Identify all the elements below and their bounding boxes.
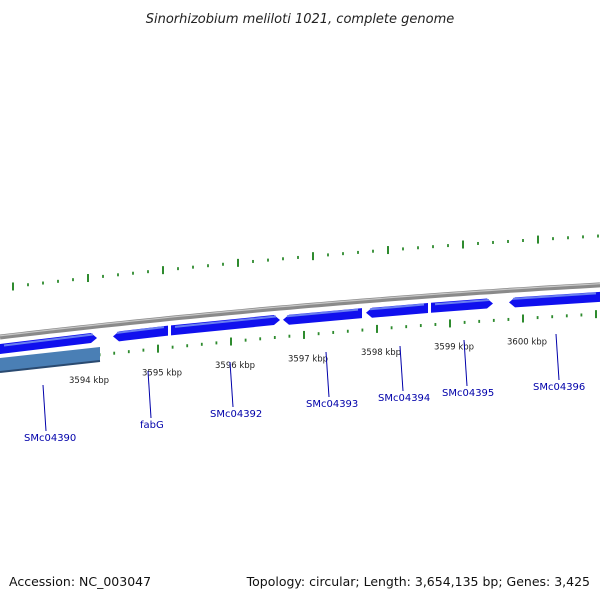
gene-selection-shadow bbox=[0, 360, 101, 373]
gene-highlight bbox=[286, 308, 359, 318]
gene-leader-line bbox=[42, 384, 47, 432]
genome-summary-text: Topology: circular; Length: 3,654,135 bp… bbox=[246, 574, 590, 589]
gene-leader-line bbox=[147, 370, 152, 419]
kbp-label: 3598 kbp bbox=[361, 348, 401, 358]
gene-SMc04392[interactable] bbox=[171, 315, 280, 336]
gene-arrow[interactable] bbox=[283, 308, 362, 325]
gene-label-SMc04392[interactable]: SMc04392 bbox=[210, 409, 262, 420]
gene-SMc04396[interactable] bbox=[509, 291, 600, 308]
gene-SMc04395[interactable] bbox=[431, 298, 493, 313]
gene-label-SMc04394[interactable]: SMc04394 bbox=[378, 393, 430, 404]
gene-SMc04394[interactable] bbox=[366, 303, 428, 318]
gene-highlight bbox=[3, 333, 94, 347]
gene-highlight bbox=[434, 298, 490, 306]
gene-labels: SMc04390 fabG SMc04392 SMc04393 SMc04394 SMc0… bbox=[24, 333, 585, 444]
gene-fabG[interactable] bbox=[113, 325, 168, 342]
gene-leader-line bbox=[325, 351, 330, 398]
gene-label-SMc04390[interactable]: SMc04390 bbox=[24, 433, 76, 444]
kbp-label: 3595 kbp bbox=[142, 368, 182, 378]
gene-highlight bbox=[512, 292, 597, 300]
gene-arrow[interactable] bbox=[0, 333, 97, 354]
gene-leader-line bbox=[229, 361, 234, 408]
gene-highlight bbox=[116, 326, 165, 334]
gene-selection-band bbox=[0, 347, 100, 372]
gene-label-fabG[interactable]: fabG bbox=[140, 420, 164, 431]
gene-arrow[interactable] bbox=[113, 325, 168, 342]
kbp-labels: 3594 kbp 3595 kbp 3596 kbp 3597 kbp 3598 kbp… bbox=[69, 338, 547, 387]
map-title: Sinorhizobium meliloti 1021, complete ge… bbox=[146, 12, 455, 27]
outer-tick-ring bbox=[12, 234, 599, 291]
gene-leader-line bbox=[399, 345, 404, 392]
gene-arrow[interactable] bbox=[366, 303, 428, 318]
gene-highlight bbox=[369, 303, 425, 311]
backbone-line bbox=[0, 282, 600, 340]
kbp-label: 3596 kbp bbox=[215, 361, 255, 371]
gene-label-SMc04395[interactable]: SMc04395 bbox=[442, 388, 494, 399]
backbone-highlight bbox=[0, 283, 600, 337]
kbp-label: 3597 kbp bbox=[288, 354, 328, 364]
accession-text: Accession: NC_003047 bbox=[9, 574, 151, 589]
kbp-label: 3594 kbp bbox=[69, 376, 109, 386]
kbp-label: 3600 kbp bbox=[507, 338, 547, 348]
gene-SMc04393[interactable] bbox=[283, 308, 362, 325]
genome-backbone bbox=[0, 282, 600, 340]
gene-leader-line bbox=[463, 339, 468, 387]
kbp-label: 3599 kbp bbox=[434, 343, 474, 353]
gene-arrow[interactable] bbox=[431, 298, 493, 313]
gene-highlight bbox=[174, 315, 277, 328]
gene-label-SMc04396[interactable]: SMc04396 bbox=[533, 382, 585, 393]
gene-label-SMc04393[interactable]: SMc04393 bbox=[306, 399, 358, 410]
gene-arrow[interactable] bbox=[509, 291, 600, 308]
gene-arrow[interactable] bbox=[171, 315, 280, 336]
gene-SMc04390[interactable] bbox=[0, 333, 101, 373]
gene-leader-line bbox=[555, 333, 560, 381]
gene-track bbox=[0, 291, 600, 373]
